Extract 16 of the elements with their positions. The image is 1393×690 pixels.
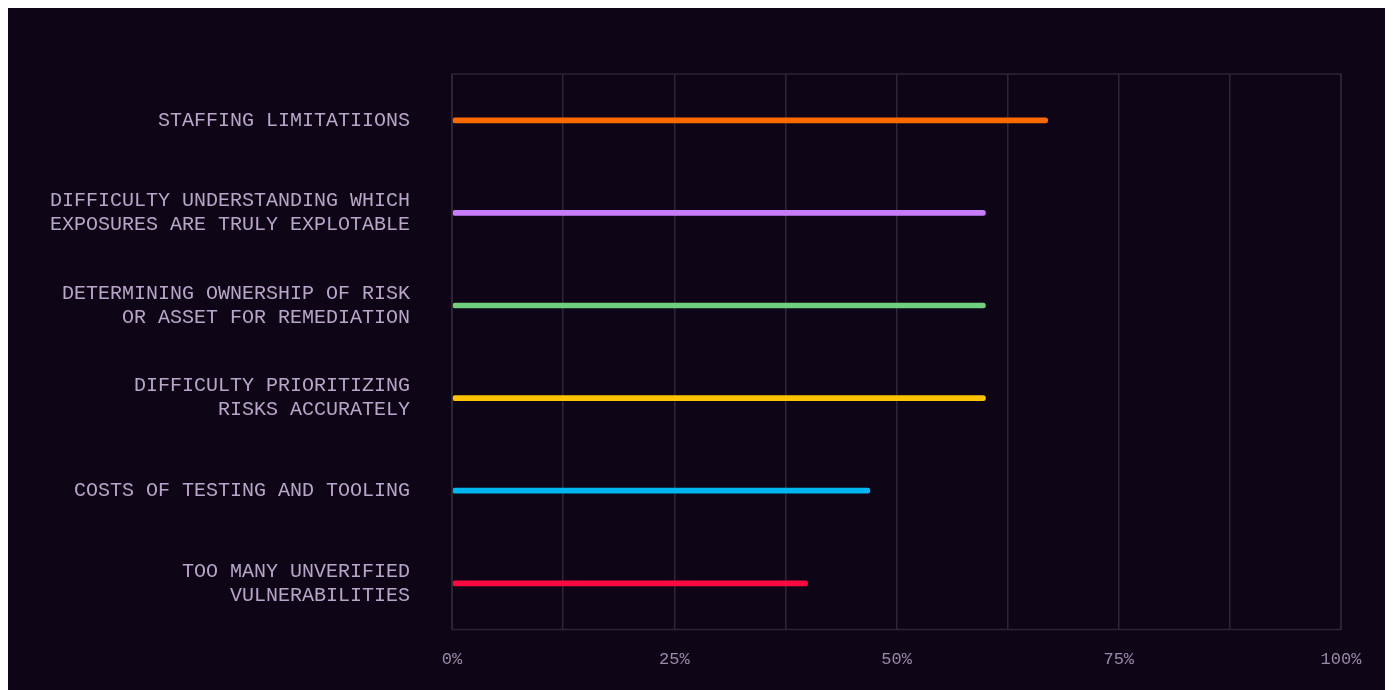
bar	[452, 487, 871, 494]
y-tick-label: DIFFICULTY UNDERSTANDING WHICH EXPOSURES ARE TRULY EXPLOTABLE	[50, 189, 411, 237]
y-tick-label: COSTS OF TESTING AND TOOLING	[74, 479, 411, 502]
x-tick-label: 25%	[658, 650, 691, 670]
bar	[452, 117, 1048, 124]
x-tick-label: 75%	[1103, 650, 1135, 670]
x-tick-label: 100%	[1320, 650, 1363, 670]
bar	[452, 580, 808, 587]
y-tick-label: DETERMINING OWNERSHIP OF RISK OR ASSET FOR REMEDIATION	[62, 281, 411, 329]
x-tick-label: 50%	[881, 650, 913, 670]
y-tick-label: DIFFICULTY PRIORITIZING RISKS ACCURATELY	[134, 374, 411, 422]
y-tick-label: TOO MANY UNVERIFIED VULNERABILITIES	[182, 559, 411, 607]
bar	[452, 210, 986, 216]
x-tick-label: 0%	[441, 650, 464, 670]
bar	[452, 395, 986, 401]
y-tick-label: STAFFING LIMITATIIONS	[158, 108, 411, 132]
